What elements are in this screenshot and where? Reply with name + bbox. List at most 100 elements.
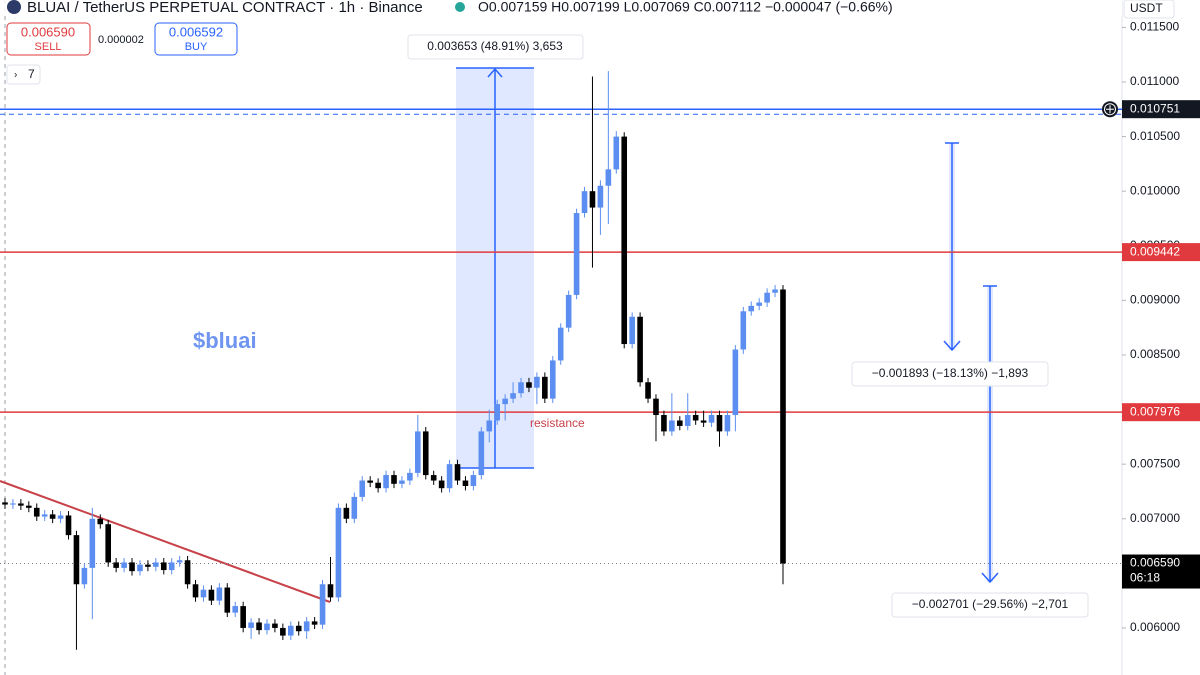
ticker-text: $bluai — [193, 328, 257, 353]
price-tag — [1122, 403, 1200, 422]
spread: 0.000002 — [98, 34, 144, 46]
candle-body — [280, 627, 286, 636]
candle-body — [264, 623, 270, 631]
candle-body — [26, 505, 32, 508]
candle-body — [351, 496, 358, 519]
candle-body — [216, 587, 223, 601]
candle-body — [375, 482, 381, 489]
candle-body — [478, 431, 485, 476]
resistance-label: resistance — [530, 416, 585, 430]
candle-body — [295, 625, 302, 632]
measure-label: −0.001893 (−18.13%) −1,893 — [872, 366, 1029, 380]
chevron: › — [14, 70, 17, 81]
currency-box[interactable] — [1123, 0, 1175, 19]
price-tag — [1122, 554, 1200, 589]
candle-body — [684, 415, 691, 426]
ohlc: O0.007159 H0.007199 L0.007069 C0.007112 … — [478, 0, 893, 15]
candle-body — [430, 475, 437, 481]
measure-label: 0.003653 (48.91%) 3,653 — [427, 39, 563, 53]
candle-body — [748, 305, 755, 312]
add-alert-plus — [1106, 105, 1114, 114]
sell-label: SELL — [35, 41, 62, 53]
candle-body — [256, 622, 262, 631]
y-tick-label: 0.007500 — [1130, 456, 1180, 470]
candle-body — [629, 316, 635, 345]
candle-body — [534, 376, 540, 388]
candle-body — [597, 185, 604, 208]
candle-body — [446, 464, 453, 489]
candle-body — [208, 589, 215, 601]
candle-body — [145, 564, 151, 567]
candle-body — [613, 136, 620, 170]
candle-body — [224, 587, 231, 613]
candle-body — [422, 431, 429, 476]
candle-body — [359, 480, 366, 497]
candle-body — [502, 398, 508, 405]
candle-body — [605, 169, 612, 186]
candle-body — [2, 502, 8, 505]
candle-body — [168, 562, 175, 571]
y-tick-label: 0.011000 — [1130, 74, 1179, 88]
price-lines — [0, 108, 1122, 565]
candle-body — [105, 524, 112, 563]
candle-body — [470, 475, 477, 486]
candle-body — [454, 464, 461, 481]
candle-body — [780, 289, 786, 564]
candle-body — [391, 475, 397, 484]
price-tag-label: 0.007976 — [1130, 404, 1180, 418]
y-tick-label: 0.008500 — [1130, 347, 1180, 361]
candle-body — [494, 404, 501, 421]
candle-body — [557, 327, 564, 361]
candle-body — [669, 420, 675, 432]
candle-body — [661, 415, 667, 432]
y-tick-label: 0.007000 — [1130, 511, 1180, 525]
candle-body — [645, 382, 651, 399]
candle-body — [153, 562, 159, 567]
sell-button[interactable] — [6, 22, 91, 56]
candle-body — [41, 514, 48, 517]
candle-body — [129, 562, 135, 572]
candle-body — [137, 564, 143, 572]
candle-body — [248, 622, 254, 628]
candle-body — [113, 562, 119, 568]
price-tag-label: 0.009442 — [1130, 244, 1180, 258]
candle-body — [57, 515, 64, 519]
header-bg — [0, 0, 1122, 16]
candle-body — [764, 292, 770, 303]
candle-body — [383, 475, 389, 489]
candle-body — [97, 518, 104, 525]
candle-body — [581, 191, 588, 214]
candle-body — [589, 191, 596, 208]
candle-body — [367, 480, 373, 483]
candle-body — [653, 398, 659, 416]
buy-button[interactable] — [154, 22, 238, 56]
candle-body — [287, 625, 294, 636]
candle-body — [311, 621, 318, 625]
symbol-icon — [7, 0, 21, 14]
candle-body — [724, 415, 731, 432]
price-tag — [1122, 243, 1200, 262]
y-tick-label: 0.009000 — [1130, 293, 1180, 307]
measure-label-box — [851, 361, 1049, 387]
trend-line — [0, 480, 331, 603]
candle-body — [18, 503, 24, 506]
candle-body — [700, 420, 707, 423]
candle-body — [637, 316, 643, 383]
candle-body — [319, 584, 326, 625]
candle-body — [240, 606, 246, 628]
candle-body — [184, 560, 191, 585]
indicator-toggle[interactable] — [6, 64, 41, 85]
candle-body — [49, 514, 56, 519]
candle-body — [65, 515, 72, 536]
candle-body — [343, 507, 350, 519]
annotations: $bluai resistance 0.003653 (48.91%) 3,65… — [193, 34, 1089, 618]
candle-body — [327, 584, 334, 598]
buy-price: 0.006592 — [169, 24, 223, 39]
price-tag-label: 0.010751 — [1130, 101, 1180, 115]
candle-body — [81, 567, 88, 585]
candles — [2, 71, 786, 650]
candle-body — [272, 623, 278, 628]
candle-body — [692, 415, 699, 421]
header: BLUAI / TetherUS PERPETUAL CONTRACT · 1h… — [0, 0, 1175, 85]
